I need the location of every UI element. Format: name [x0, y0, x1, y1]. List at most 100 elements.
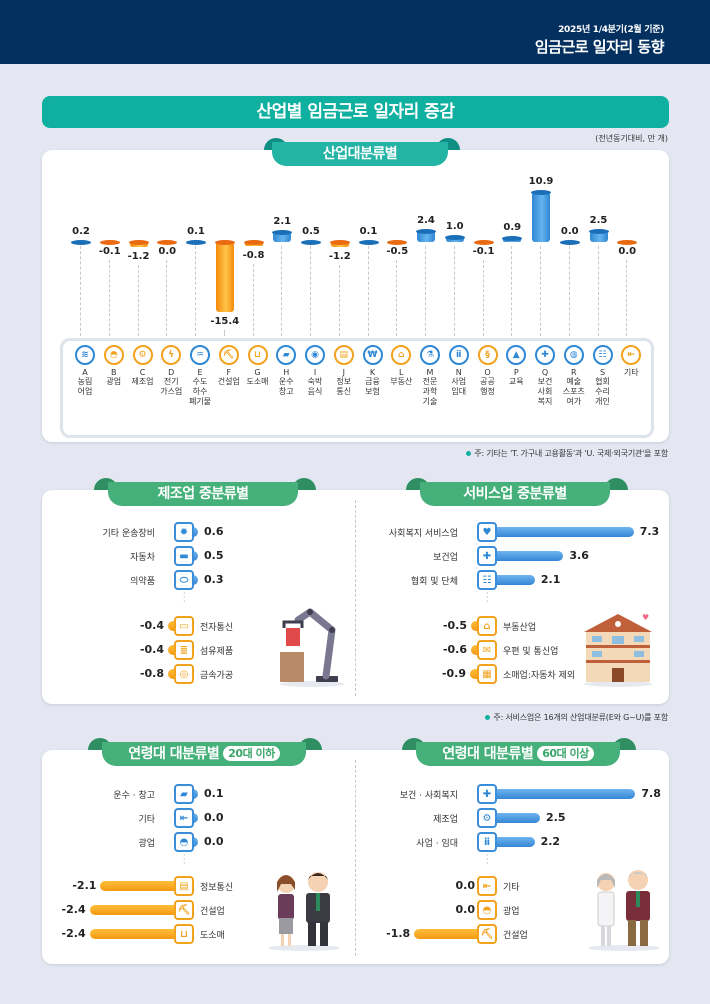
row-label: 기타 운송장비	[102, 529, 155, 539]
industry-code: K	[369, 368, 376, 377]
truck-icon: ▰	[174, 784, 194, 804]
age-panel: 운수 · 창고 ▰ 0.1 기타 ⇤ 0.0 광업 ◓ 0.0 · · · 정보통신 ▤ -2.1 건설업 ⛏ -…	[42, 750, 669, 964]
faucet-icon: ♒	[190, 345, 210, 365]
helmet-icon: ◓	[103, 345, 124, 365]
bar-value-label: -0.8	[242, 249, 265, 261]
industry-code: E	[197, 368, 203, 377]
bar	[487, 551, 564, 561]
medical-kit-icon: ✚	[535, 345, 555, 365]
excavator-icon: ⛏	[477, 924, 497, 944]
industry-item: ◍ R 예술 스포츠 여가	[560, 345, 588, 407]
basket-icon: ⊔	[174, 924, 194, 944]
gears-icon: ⚙	[132, 345, 153, 365]
industry-item: ⚗ M 전문 과학 기술	[416, 345, 444, 407]
mail-icon: ✉	[477, 640, 497, 660]
bar	[487, 813, 540, 823]
industry-code: I	[313, 368, 317, 377]
industry-name: 건설업	[217, 377, 240, 386]
bar	[89, 905, 184, 915]
age60-tab-text: 연령대 대분류별	[442, 746, 534, 762]
helmet-icon: ◓	[477, 900, 497, 920]
bar-value-label: -0.1	[98, 246, 121, 257]
row-label: 기타	[503, 883, 520, 893]
bar-cap	[358, 240, 379, 245]
bar	[532, 192, 550, 242]
guide-line	[252, 263, 254, 336]
industry-name: 농림 어업	[77, 377, 93, 396]
guide-line	[195, 246, 196, 336]
atm-icon: ₩	[362, 345, 383, 365]
bar-column: 0.9	[499, 150, 525, 340]
row-label: 건설업	[200, 907, 225, 917]
bar-value-label: 0.9	[503, 221, 522, 233]
age60-list: 보건 · 사회복지 ✚ 7.8 제조업 ⚙ 2.5 사업 · 임대 ⅱ 2.2 · · · 기타 ⇤ 0.0…	[355, 750, 668, 964]
bar-value-label: 0.0	[618, 246, 637, 257]
bar-cap	[387, 240, 408, 245]
row-value: 2.1	[540, 573, 561, 586]
row-value: -0.6	[442, 643, 467, 656]
row-value: 7.8	[641, 787, 661, 800]
row-label: 전자통신	[200, 623, 234, 633]
list-row: 섬유제품 ≣ -0.4	[42, 640, 342, 660]
bar-value-label: 10.9	[528, 176, 554, 188]
row-value: 0.1	[204, 787, 224, 800]
row-label: 의약품	[130, 577, 155, 587]
group-icon: ☷	[477, 570, 497, 590]
row-value: 7.3	[639, 525, 660, 538]
industry-code: R	[570, 368, 577, 377]
row-value: 2.2	[540, 835, 561, 848]
guide-line	[367, 246, 369, 336]
bar-value-label: 0.0	[158, 246, 177, 257]
list-row: 부동산업 ⌂ -0.5	[355, 616, 655, 636]
bar	[589, 230, 608, 242]
bar-value-label: 0.1	[187, 226, 205, 237]
row-label: 광업	[138, 839, 155, 849]
industry-code: S	[599, 368, 606, 377]
bar-value-label: 2.5	[589, 214, 608, 226]
bar-column: 1.0	[442, 150, 468, 340]
panel-divider	[355, 760, 356, 956]
industry-name: 기타	[623, 368, 639, 377]
row-value: 0.6	[204, 525, 224, 538]
guide-line	[511, 246, 513, 336]
row-label: 자동차	[130, 553, 155, 563]
guide-line	[80, 246, 81, 336]
guide-line	[453, 246, 455, 336]
industry-name: 제조업	[131, 377, 154, 386]
bar-column: 2.4	[413, 150, 439, 340]
guide-line	[396, 260, 398, 336]
guide-line	[568, 246, 570, 336]
bar-cap	[243, 240, 264, 245]
row-value: 0.5	[204, 549, 224, 562]
list-row: 기타 ⇤ 0.0	[355, 876, 655, 896]
list-row: 금속가공 ◎ -0.8	[42, 664, 342, 684]
exit-door-icon: ⇤	[621, 345, 642, 365]
mfg-service-panel: 기타 운송장비 ✹ 0.6 자동차 ▬ 0.5 의약품 ⬭ 0.3 · · · 전자통신 ▭ -0.4 섬유제…	[42, 490, 669, 704]
row-label: 제조업	[433, 815, 458, 825]
bar-cap	[588, 228, 609, 234]
row-value: -0.4	[139, 619, 164, 632]
ship-wheel-icon: ✹	[174, 522, 194, 542]
manufacturing-tab-label: 제조업 중분류별	[108, 482, 298, 506]
ellipsis-dots: · · ·	[486, 851, 489, 868]
row-label: 사회복지 서비스업	[388, 529, 458, 539]
bar-cap	[186, 240, 206, 245]
row-value: -0.5	[442, 619, 467, 632]
svg-text:♥: ♥	[642, 613, 649, 622]
industry-name: 예술 스포츠 여가	[562, 377, 585, 406]
industry-name: 사업 임대	[451, 377, 467, 396]
industry-code: J	[342, 368, 345, 377]
industry-code: O	[484, 368, 491, 377]
bar-cap	[531, 190, 551, 196]
industry-code: F	[226, 368, 232, 377]
bar	[487, 527, 634, 537]
palette-icon: ◍	[563, 345, 584, 365]
house-icon: ⌂	[477, 616, 497, 636]
bar-column: -15.4	[210, 150, 239, 340]
industry-item: ✚ Q 보건 사회 복지	[531, 345, 559, 407]
bar-cap	[272, 230, 293, 236]
panel-divider	[355, 500, 356, 696]
gears-icon: ⚙	[477, 808, 497, 828]
list-row: 광업 ◓ 0.0	[355, 900, 655, 920]
industry-item: ▰ H 운수 창고	[272, 345, 300, 397]
